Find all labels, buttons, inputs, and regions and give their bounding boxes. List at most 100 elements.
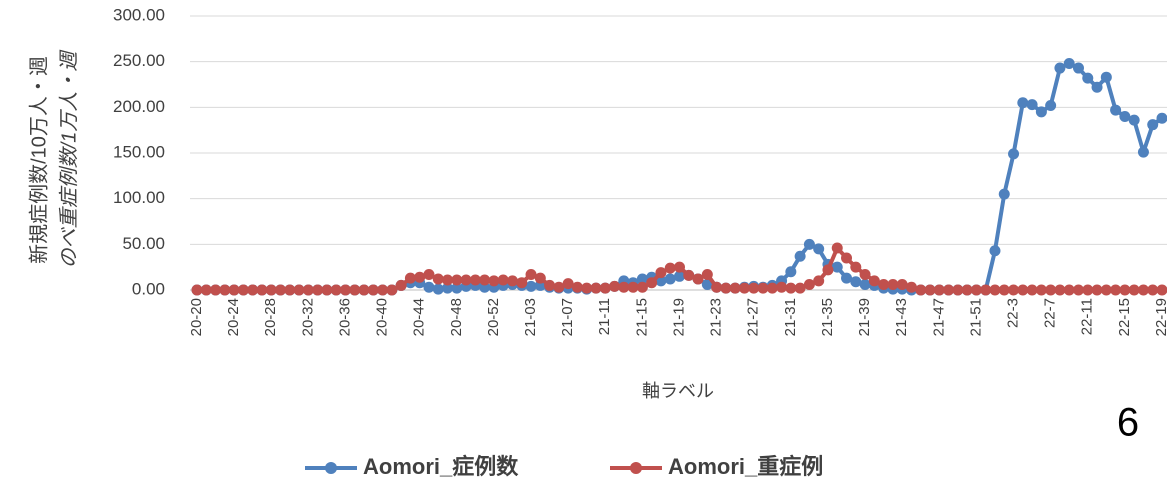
- series-marker: [748, 282, 760, 294]
- series-marker: [803, 238, 815, 250]
- series-marker: [228, 284, 240, 296]
- series-marker: [275, 284, 287, 296]
- series-marker: [785, 282, 797, 294]
- series-marker: [878, 279, 890, 291]
- series-marker: [803, 279, 815, 291]
- series-marker: [302, 284, 314, 296]
- series-marker: [776, 281, 788, 293]
- series-marker: [1091, 284, 1103, 296]
- series-marker: [1045, 284, 1057, 296]
- series-marker: [590, 282, 602, 294]
- series-marker: [414, 271, 426, 283]
- x-tick-label: 21-31: [782, 298, 799, 336]
- series-marker: [980, 284, 992, 296]
- x-tick-label: 21-11: [596, 298, 613, 335]
- series-marker: [386, 284, 398, 296]
- series-marker: [1063, 284, 1075, 296]
- x-tick-label: 22-11: [1079, 298, 1096, 335]
- series-marker: [701, 279, 713, 291]
- series-marker: [1137, 146, 1149, 158]
- y-axis-title: 新規症例数/10万人・週: [27, 56, 50, 264]
- series-marker: [1017, 284, 1029, 296]
- x-tick-label: 21-47: [930, 298, 947, 336]
- legend-label: Aomori_症例数: [363, 454, 519, 479]
- series-marker: [627, 281, 639, 293]
- series-marker: [219, 284, 231, 296]
- series-marker: [998, 188, 1010, 200]
- x-tick-label: 21-51: [967, 298, 984, 336]
- series-marker: [905, 281, 917, 293]
- series-marker: [432, 283, 444, 295]
- series-marker: [525, 268, 537, 280]
- y-tick-label: 50.00: [122, 234, 165, 253]
- series-marker: [674, 270, 685, 282]
- series-marker: [664, 262, 676, 274]
- series-marker: [581, 282, 593, 294]
- y-tick-label: 200.00: [113, 97, 165, 116]
- series-marker: [237, 284, 249, 296]
- y-tick-label: 100.00: [113, 188, 165, 207]
- x-tick-label: 21-35: [819, 298, 836, 336]
- series-marker: [1026, 99, 1038, 111]
- series-marker: [757, 282, 769, 294]
- series-marker: [1110, 284, 1122, 296]
- x-tick-label: 22-7: [1042, 298, 1059, 328]
- series-marker: [859, 268, 871, 280]
- y-tick-label: 150.00: [113, 142, 165, 161]
- series-marker: [655, 267, 667, 279]
- series-marker: [1156, 284, 1167, 296]
- series-marker: [831, 242, 843, 254]
- series-marker: [1137, 284, 1149, 296]
- series-marker: [479, 274, 491, 286]
- series-marker: [1156, 112, 1167, 124]
- series-marker: [377, 284, 389, 296]
- series-marker: [506, 275, 518, 287]
- series-marker: [1017, 97, 1029, 109]
- series-marker: [553, 281, 565, 293]
- series-marker: [915, 284, 927, 296]
- series-marker: [451, 274, 463, 286]
- legend-marker: [325, 462, 337, 474]
- series-marker: [442, 274, 454, 286]
- x-tick-label: 21-27: [745, 298, 762, 336]
- series-marker: [1082, 284, 1094, 296]
- series-marker: [1128, 114, 1140, 126]
- series-marker: [674, 261, 685, 273]
- series-marker: [1110, 104, 1122, 116]
- series-marker: [924, 284, 936, 296]
- series-marker: [442, 282, 454, 294]
- series-marker: [822, 264, 834, 276]
- series-marker: [451, 282, 463, 294]
- series-marker: [1119, 110, 1131, 122]
- series-marker: [432, 273, 444, 285]
- series-marker: [896, 279, 908, 291]
- series-marker: [831, 261, 843, 273]
- series-marker: [738, 282, 750, 294]
- x-tick-label: 21-39: [856, 298, 873, 336]
- series-marker: [683, 269, 695, 281]
- x-tick-label: 20-28: [262, 298, 279, 336]
- x-tick-label: 20-44: [411, 298, 428, 336]
- series-marker: [1119, 284, 1131, 296]
- series-marker: [952, 284, 964, 296]
- series-marker: [534, 272, 546, 284]
- series-line: [197, 61, 1164, 292]
- x-tick-label: 20-32: [299, 298, 316, 336]
- x-tick-label: 21-23: [708, 298, 725, 336]
- series-marker: [516, 277, 528, 289]
- series-marker: [813, 243, 825, 255]
- series-marker: [1026, 284, 1038, 296]
- series-marker: [404, 272, 416, 284]
- x-tick-label: 21-43: [893, 298, 910, 336]
- series-marker: [599, 282, 611, 294]
- x-tick-label: 22-3: [1005, 298, 1022, 328]
- series-marker: [646, 277, 658, 289]
- series-marker: [395, 279, 407, 291]
- series-marker: [859, 279, 871, 291]
- x-tick-label: 21-03: [522, 298, 539, 336]
- y-tick-label: 250.00: [113, 51, 165, 70]
- series-marker: [571, 281, 583, 293]
- x-tick-label: 21-15: [633, 298, 650, 336]
- series-marker: [293, 284, 305, 296]
